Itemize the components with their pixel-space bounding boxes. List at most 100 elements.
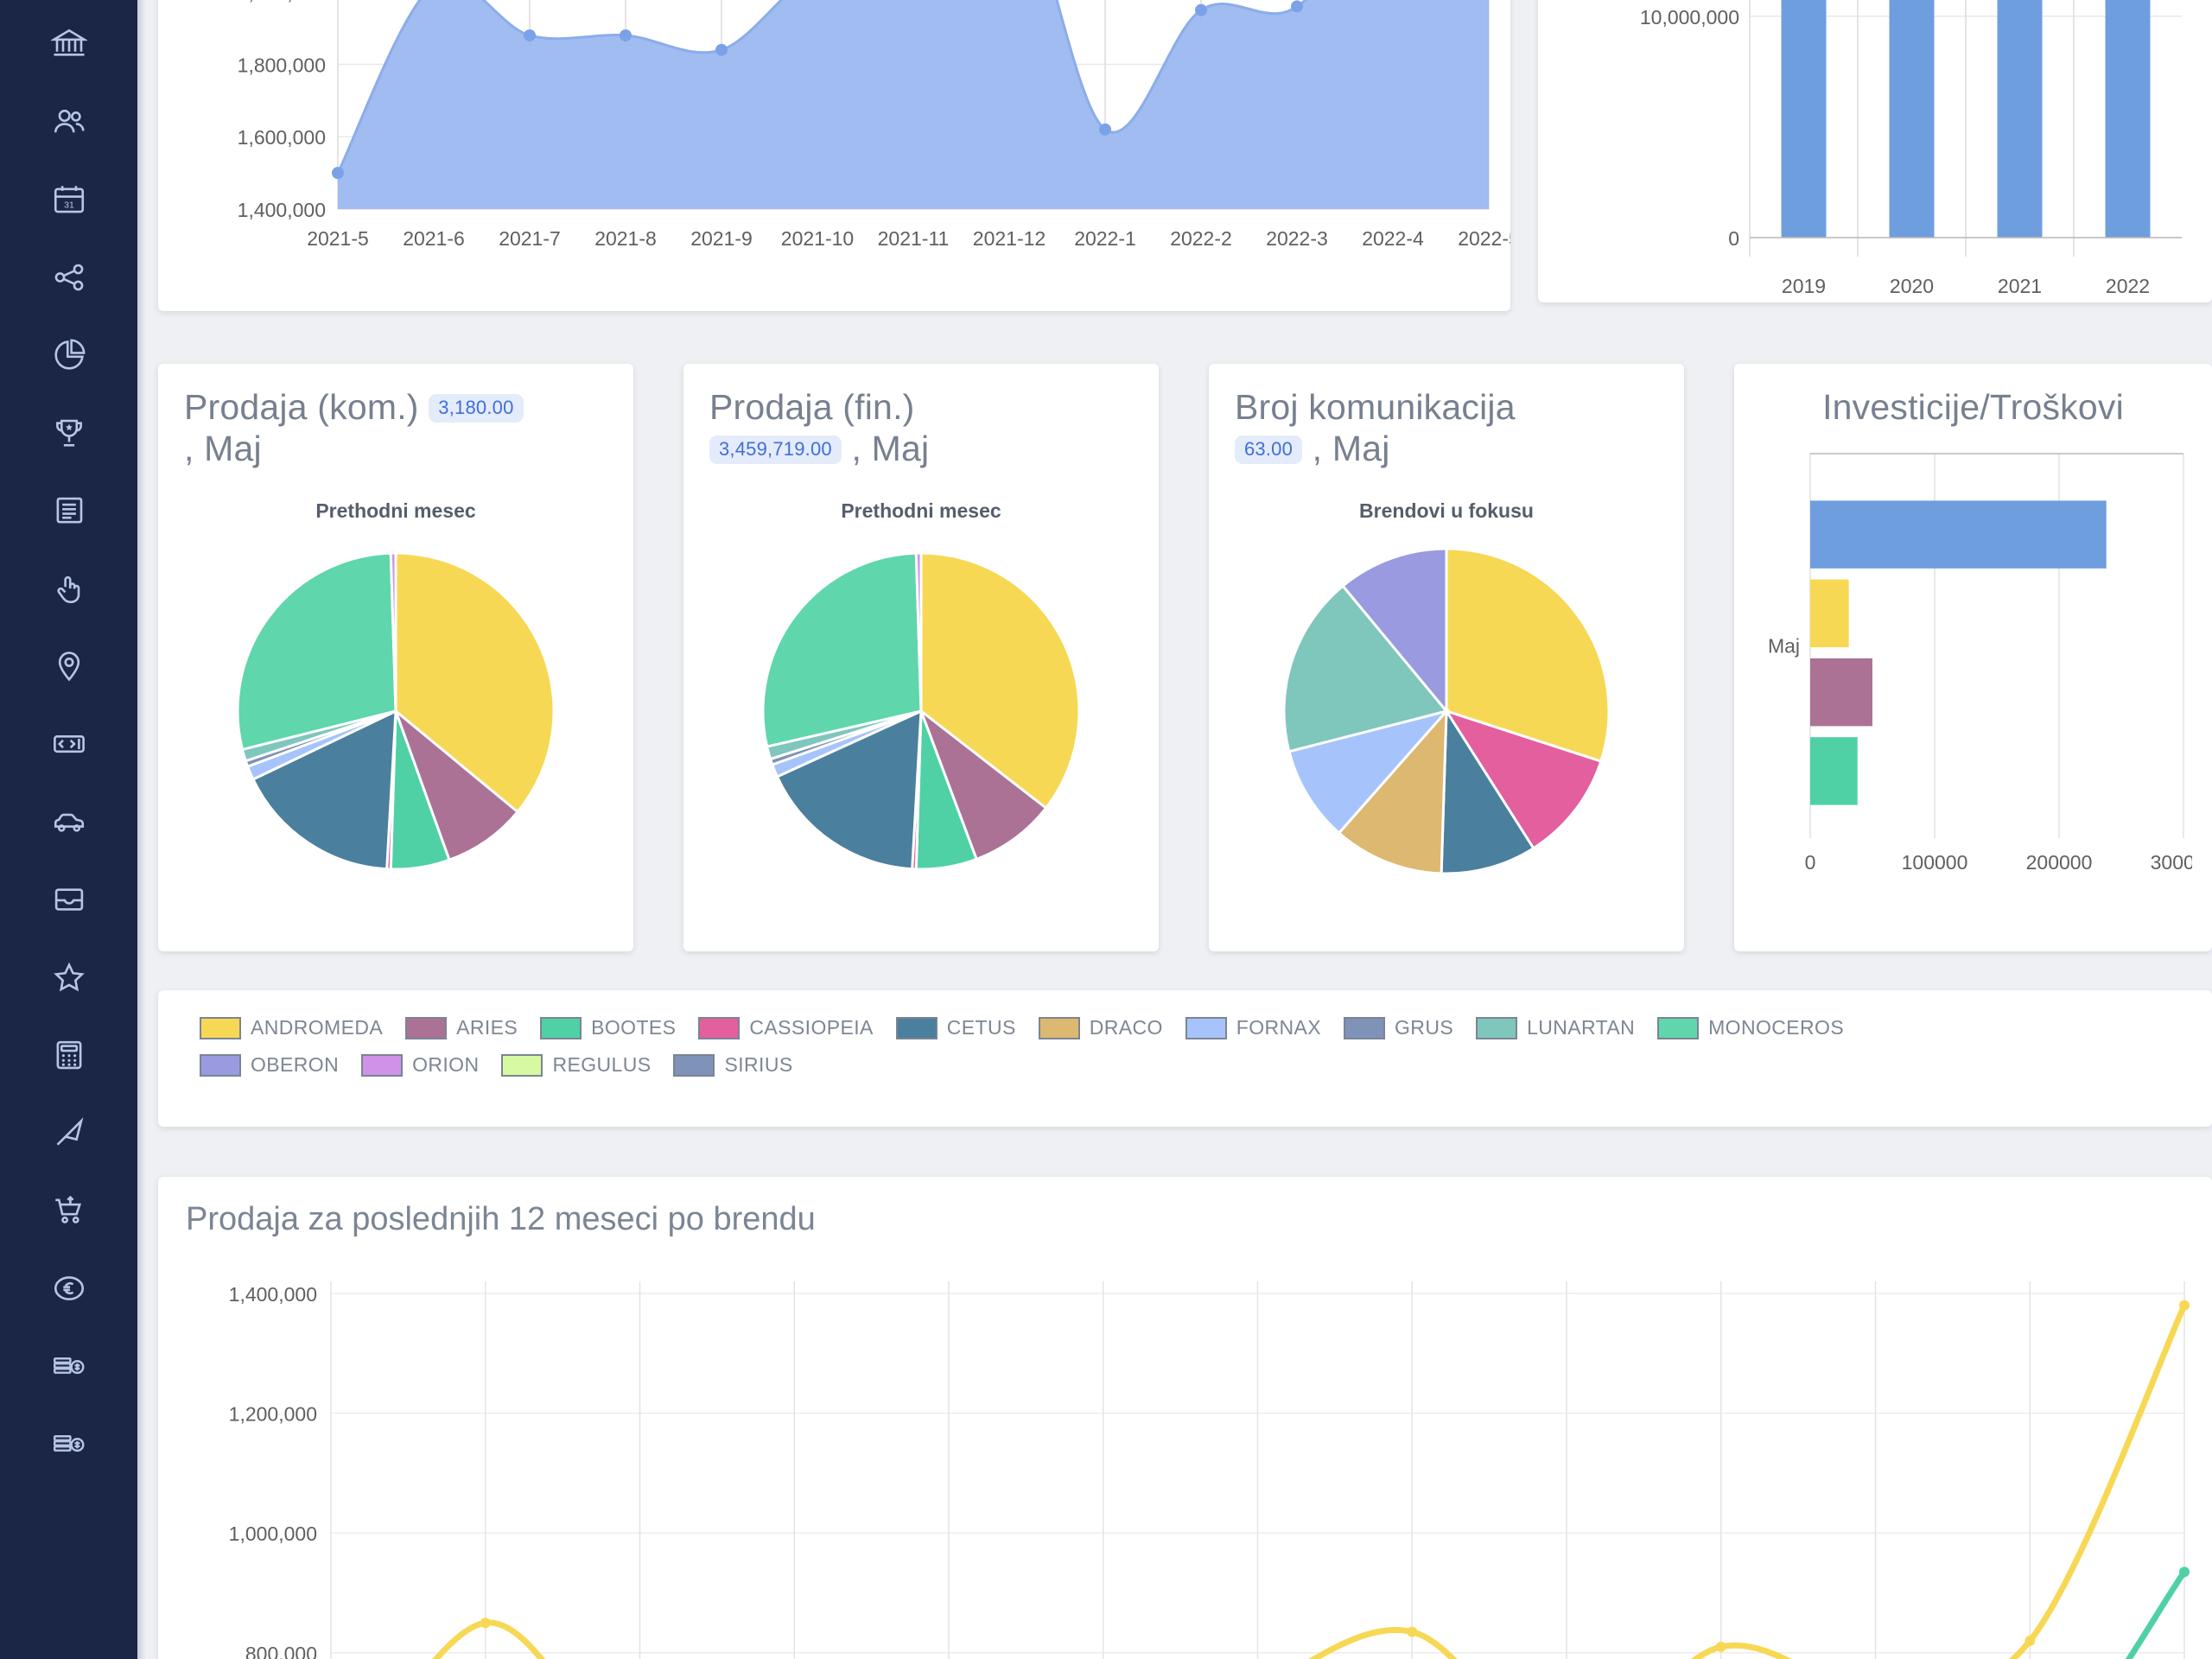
kpi-subtitle: Prethodni mesec	[315, 499, 476, 522]
sidebar-edge-shadow	[137, 0, 146, 1659]
legend-swatch	[1657, 1016, 1700, 1039]
legend-swatch	[1038, 1016, 1080, 1039]
bank-icon	[50, 26, 87, 62]
kpi-badge: 63.00	[1235, 435, 1303, 465]
sidebar-item-list[interactable]	[0, 472, 137, 550]
sidebar-item-bank[interactable]	[0, 5, 137, 83]
svg-text:2022-3: 2022-3	[1266, 227, 1328, 250]
sidebar-item-payments[interactable]	[0, 1327, 137, 1405]
legend-item-fornax[interactable]: FORNAX	[1185, 1016, 1321, 1039]
legend-label: OBERON	[251, 1053, 340, 1076]
legend-item-lunartan[interactable]: LUNARTAN	[1476, 1016, 1635, 1039]
ticket-icon	[51, 726, 87, 762]
legend-item-oberon[interactable]: OBERON	[200, 1053, 339, 1077]
legend-label: CETUS	[946, 1016, 1016, 1039]
svg-text:10,000,000: 10,000,000	[1640, 6, 1739, 29]
monthly-sales-area-chart[interactable]: 1,400,0001,600,0001,800,0002,000,0002,20…	[158, 0, 1510, 311]
legend-label: REGULUS	[552, 1053, 652, 1076]
money-stack-icon	[51, 1348, 87, 1384]
legend-swatch	[698, 1016, 741, 1039]
sidebar-item-users[interactable]	[0, 83, 137, 161]
sidebar-item-tickets[interactable]	[0, 705, 137, 783]
legend-item-andromeda[interactable]: ANDROMEDA	[200, 1016, 383, 1039]
sidebar: 31	[0, 0, 137, 1659]
sidebar-item-actions[interactable]	[0, 550, 137, 627]
trophy-icon	[51, 415, 87, 451]
legend-item-orion[interactable]: ORION	[361, 1053, 479, 1077]
svg-text:1,400,000: 1,400,000	[238, 199, 326, 221]
sidebar-item-share[interactable]	[0, 238, 137, 316]
legend-item-aries[interactable]: ARIES	[405, 1016, 518, 1039]
kpi-title-text: Prodaja (kom.)	[184, 387, 419, 427]
prodaja-kom-pie[interactable]	[214, 538, 577, 884]
sidebar-item-locations[interactable]	[0, 627, 137, 705]
legend-row-2: OBERON ORION REGULUS SIRIUS	[200, 1053, 2171, 1077]
kpi-badge: 3,459,719.00	[709, 435, 842, 465]
svg-text:1,800,000: 1,800,000	[238, 54, 326, 76]
svg-text:2022-5: 2022-5	[1458, 227, 1510, 250]
sidebar-item-awards[interactable]	[0, 394, 137, 472]
svg-text:2021-11: 2021-11	[878, 227, 950, 250]
sidebar-item-design[interactable]	[0, 1094, 137, 1172]
brush-icon	[51, 1115, 87, 1151]
legend-swatch	[200, 1016, 241, 1039]
legend-swatch	[540, 1016, 582, 1039]
kpi-title: Prodaja (fin.) 3,459,719.00 , Maj	[709, 386, 1133, 470]
svg-text:2021-12: 2021-12	[973, 227, 1046, 250]
legend-item-cetus[interactable]: CETUS	[895, 1016, 1016, 1039]
svg-text:2,000,000: 2,000,000	[238, 0, 326, 4]
star-icon	[51, 959, 87, 995]
sidebar-item-vehicles[interactable]	[0, 783, 137, 861]
kpi-card-prodaja-fin: Prodaja (fin.) 3,459,719.00 , Maj Pretho…	[683, 364, 1159, 951]
svg-text:2021-8: 2021-8	[594, 227, 657, 250]
legend-label: DRACO	[1089, 1016, 1163, 1039]
legend-item-grus[interactable]: GRUS	[1344, 1016, 1453, 1039]
legend-swatch	[1185, 1016, 1227, 1039]
legend-swatch	[405, 1016, 448, 1039]
brendovi-u-fokusu-pie[interactable]	[1265, 538, 1628, 884]
sales-12-months-line-chart[interactable]: 600,000800,0001,000,0001,200,0001,400,00…	[158, 1250, 2212, 1659]
pie-wrapper	[1235, 538, 1658, 884]
sidebar-item-archive[interactable]	[0, 861, 137, 938]
line-chart-title: Prodaja za poslednjih 12 meseci po brend…	[186, 1201, 816, 1237]
legend-label: SIRIUS	[724, 1053, 793, 1076]
legend-swatch	[200, 1053, 241, 1077]
kpi-subtitle: Prethodni mesec	[841, 499, 1001, 522]
users-icon	[51, 104, 87, 140]
monthly-sales-area-card: 1,400,0001,600,0001,800,0002,000,0002,20…	[158, 0, 1510, 311]
kpi-title-suffix: , Maj	[184, 429, 262, 469]
legend-swatch	[673, 1053, 715, 1077]
share-icon	[51, 259, 87, 296]
svg-text:800,000: 800,000	[245, 1643, 317, 1659]
sidebar-item-orders[interactable]	[0, 1172, 137, 1249]
svg-text:1,000,000: 1,000,000	[229, 1522, 317, 1545]
list-icon	[51, 493, 87, 529]
svg-text:2022-1: 2022-1	[1074, 227, 1136, 250]
svg-text:100000: 100000	[1902, 851, 1968, 874]
calculator-icon	[51, 1037, 87, 1073]
car-icon	[51, 804, 87, 840]
svg-text:200000: 200000	[2026, 851, 2093, 874]
legend-item-sirius[interactable]: SIRIUS	[673, 1053, 792, 1077]
sidebar-item-reports[interactable]	[0, 316, 137, 394]
svg-text:0: 0	[1805, 851, 1816, 874]
sidebar-item-favorites[interactable]	[0, 938, 137, 1016]
sidebar-item-finance[interactable]	[0, 1249, 137, 1327]
legend-item-monoceros[interactable]: MONOCEROS	[1657, 1016, 1844, 1039]
legend-item-draco[interactable]: DRACO	[1038, 1016, 1163, 1039]
sidebar-item-invoices[interactable]	[0, 1405, 137, 1483]
legend-label: CASSIOPEIA	[749, 1016, 874, 1039]
legend-swatch	[1476, 1016, 1518, 1039]
legend-item-regulus[interactable]: REGULUS	[501, 1053, 651, 1077]
kpi-title-text: Broj komunikacija	[1235, 387, 1516, 427]
sidebar-item-calendar[interactable]: 31	[0, 161, 137, 238]
svg-text:1,600,000: 1,600,000	[238, 126, 326, 149]
prodaja-fin-pie[interactable]	[740, 538, 1103, 884]
legend-item-cassiopeia[interactable]: CASSIOPEIA	[698, 1016, 873, 1039]
sidebar-item-calculator[interactable]	[0, 1016, 137, 1094]
pie-wrapper	[184, 538, 607, 884]
investicije-troskovi-hbar-chart[interactable]: 0 100000 200000 300000 Maj	[1760, 445, 2212, 894]
legend-item-bootes[interactable]: BOOTES	[540, 1016, 676, 1039]
